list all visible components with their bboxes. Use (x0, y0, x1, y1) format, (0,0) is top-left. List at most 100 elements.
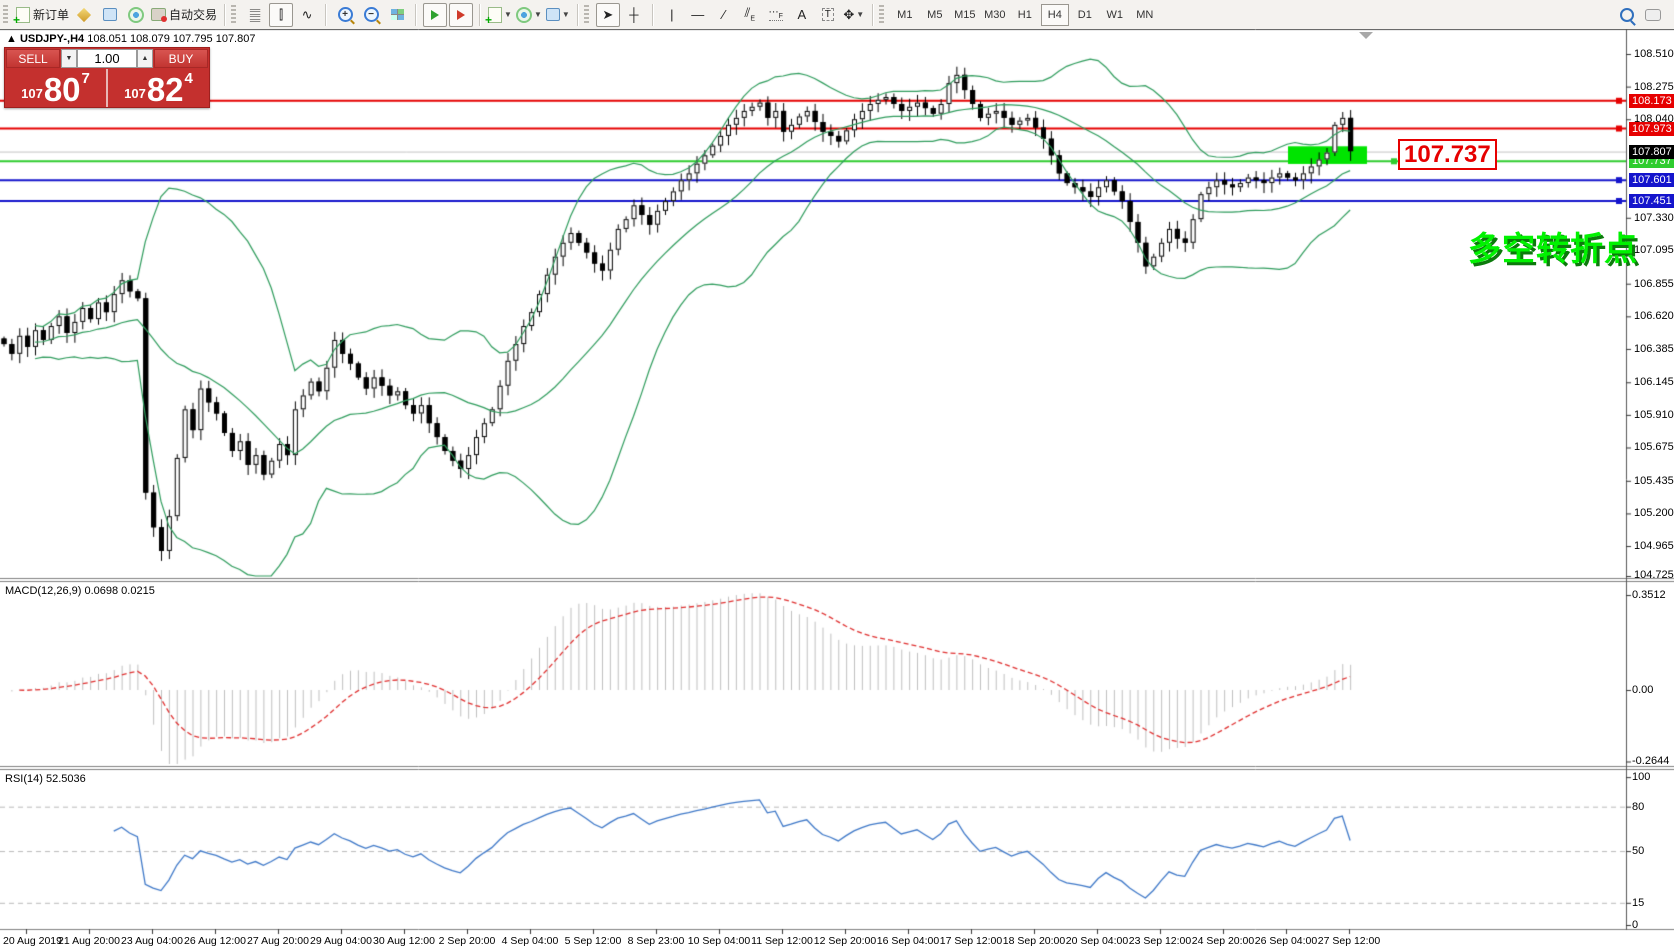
dropdown-arrow-icon: ▼ (533, 10, 542, 19)
time-tick-label: 5 Sep 12:00 (564, 935, 622, 947)
crosshair-icon: ┼ (629, 7, 639, 22)
volume-decrease-button[interactable]: ▼ (61, 49, 77, 68)
text-button[interactable]: A (790, 3, 814, 27)
text-label-button[interactable]: T (816, 3, 840, 27)
volume-input[interactable]: 1.00 (77, 49, 137, 68)
symbol-collapse-arrow[interactable]: ▲ (6, 33, 17, 45)
search-button[interactable] (1615, 3, 1639, 27)
timeframe-h1[interactable]: H1 (1017, 8, 1032, 21)
rsi-tick-label: 50 (1632, 845, 1645, 858)
market-watch-button[interactable] (72, 3, 96, 27)
line-chart-button[interactable]: ∿ (295, 3, 319, 27)
time-tick-label: 24 Sep 20:00 (1191, 935, 1255, 947)
timeframe-w1[interactable]: W1 (1106, 8, 1124, 21)
symbol-ohlc-readout[interactable]: ▲ USDJPY-,H4 108.051 108.079 107.795 107… (6, 33, 255, 45)
price-callout-label[interactable]: 107.737 (1398, 139, 1497, 171)
sell-price-display[interactable]: 107 80 7 (5, 69, 108, 107)
channel-icon: ⫽E (744, 5, 756, 23)
sell-button[interactable]: SELL (6, 49, 60, 68)
bar-chart-button[interactable]: 𝄛 (243, 3, 267, 27)
time-tick-label: 29 Aug 04:00 (310, 935, 372, 947)
chat-icon (1645, 8, 1661, 21)
time-tick-label: 20 Aug 2019 (3, 935, 62, 947)
chart-shift-marker[interactable] (1359, 32, 1373, 39)
fibonacci-icon: ⋯F (768, 7, 783, 21)
zoom-in-icon: + (337, 7, 353, 22)
tile-windows-icon (390, 9, 404, 20)
price-tick-label: 106.620 (1634, 310, 1674, 323)
rsi-tick-label: 15 (1632, 896, 1645, 909)
arrows-button[interactable]: ✥ ▼ (842, 3, 866, 27)
time-tick-label: 27 Sep 12:00 (1317, 935, 1381, 947)
search-icon (1620, 7, 1634, 22)
toolbar-grip[interactable] (3, 4, 8, 25)
timeframe-m15[interactable]: M15 (954, 8, 976, 21)
chart-shift-button[interactable] (449, 2, 474, 27)
timeframe-h4[interactable]: H4 (1040, 3, 1069, 26)
tile-windows-button[interactable] (385, 3, 409, 27)
signals-button[interactable] (124, 3, 148, 27)
price-chart-canvas[interactable] (0, 29, 1674, 950)
chart-window: ▲ USDJPY-,H4 108.051 108.079 107.795 107… (0, 29, 1674, 950)
ohlc-high: 108.079 (130, 33, 170, 45)
price-line-badge[interactable]: 107.601 (1629, 173, 1674, 188)
time-tick-label: 26 Aug 12:00 (184, 935, 246, 947)
price-tick-label: 106.385 (1634, 342, 1674, 355)
price-line-badge[interactable]: 107.973 (1629, 121, 1674, 136)
chat-button[interactable] (1641, 3, 1665, 27)
time-tick-label: 17 Sep 12:00 (939, 935, 1003, 947)
equidistant-channel-button[interactable]: ⫽E (738, 3, 762, 27)
price-tick-label: 108.510 (1634, 48, 1674, 60)
time-tick-label: 12 Sep 20:00 (813, 935, 877, 947)
time-tick-label: 30 Aug 12:00 (373, 935, 435, 947)
horizontal-line-button[interactable]: — (686, 3, 710, 27)
rsi-tick-label: 80 (1632, 800, 1645, 813)
price-line-badge[interactable]: 108.173 (1629, 93, 1674, 108)
new-order-icon (13, 6, 30, 27)
terminal-button[interactable] (98, 3, 122, 27)
radar-icon (128, 6, 145, 23)
timeframe-m5[interactable]: M5 (927, 8, 943, 21)
current-price-badge[interactable]: 107.807 (1629, 144, 1674, 159)
timeframe-mn[interactable]: MN (1136, 8, 1154, 21)
price-tick-label: 105.435 (1634, 474, 1674, 487)
zoom-in-button[interactable]: + (333, 3, 357, 27)
timeframe-m30[interactable]: M30 (984, 8, 1006, 21)
text-label-icon: T (821, 8, 834, 21)
indicators-button[interactable]: ▼ (485, 3, 513, 27)
macd-tick-label: 0.3512 (1632, 589, 1666, 602)
time-tick-label: 8 Sep 23:00 (627, 935, 685, 947)
templates-button[interactable]: ▼ (545, 3, 571, 27)
price-tick-label: 105.675 (1634, 441, 1674, 454)
cursor-button[interactable]: ➤ (595, 2, 620, 27)
zoom-out-button[interactable]: − (359, 3, 383, 27)
autotrading-icon (151, 8, 168, 22)
candlestick-chart-button[interactable]: ⫿ (269, 2, 294, 27)
autotrading-button[interactable]: 自动交易 (150, 3, 218, 27)
buy-button[interactable]: BUY (154, 49, 208, 68)
price-tick-label: 108.275 (1634, 80, 1674, 93)
terminal-icon (103, 8, 118, 21)
chart-shift-icon (457, 9, 466, 20)
macd-indicator-label: MACD(12,26,9) 0.0698 0.0215 (5, 585, 155, 597)
rsi-indicator-label: RSI(14) 52.5036 (5, 773, 86, 785)
vertical-line-button[interactable]: | (660, 3, 684, 27)
new-order-label: 新订单 (33, 8, 70, 22)
trendline-button[interactable]: ∕ (712, 3, 736, 27)
price-line-badge[interactable]: 107.451 (1629, 193, 1674, 208)
crosshair-button[interactable]: ┼ (622, 3, 646, 27)
fibonacci-button[interactable]: ⋯F (764, 3, 788, 27)
new-order-button[interactable]: 新订单 (13, 3, 70, 27)
rsi-tick-label: 0 (1632, 919, 1639, 931)
auto-scroll-button[interactable] (423, 2, 448, 27)
auto-scroll-icon (431, 9, 440, 20)
candlestick-icon: ⫿ (278, 7, 284, 22)
pivot-annotation-text[interactable]: 多空转折点 (1468, 230, 1638, 267)
buy-price-pips: 82 (146, 71, 184, 108)
buy-price-display[interactable]: 107 82 4 (108, 69, 209, 107)
timeframe-d1[interactable]: D1 (1077, 8, 1092, 21)
timeframe-m1[interactable]: M1 (897, 8, 913, 21)
volume-increase-button[interactable]: ▲ (137, 49, 153, 68)
periods-button[interactable]: ▼ (515, 3, 543, 27)
cursor-icon: ➤ (602, 7, 614, 22)
